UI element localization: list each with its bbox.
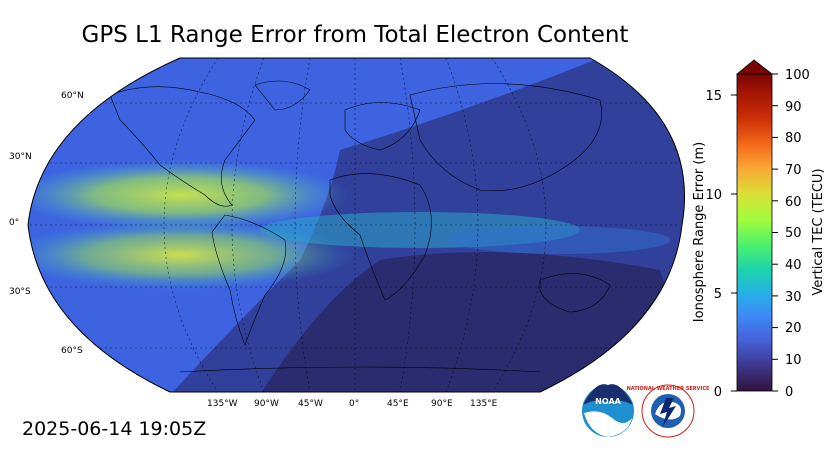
colorbar-extend-arrow: [735, 59, 774, 75]
right-tick-80: 80: [785, 131, 802, 146]
right-tick-100: 100: [785, 68, 810, 83]
lon-label-135e: 135°E: [470, 399, 498, 409]
globe-data-layer: [28, 58, 685, 392]
right-tick-70: 70: [785, 163, 802, 178]
lat-label-30s: 30°S: [9, 287, 31, 297]
coastlines: [109, 80, 611, 373]
right-tick-60: 60: [785, 195, 802, 210]
northern-anomaly-crest: [28, 160, 350, 230]
colorbar: [735, 59, 774, 392]
noaa-logo: NOAA: [582, 384, 634, 437]
nws-logo: NATIONAL WEATHER SERVICE: [627, 384, 710, 438]
colorbar-left-axis: 0 5 10 15 Ionosphere Range Error (m): [692, 89, 737, 400]
right-tick-90: 90: [785, 100, 802, 115]
right-tick-0: 0: [785, 385, 793, 400]
lon-label-45e: 45°E: [387, 399, 409, 409]
lon-label-0: 0°: [349, 399, 359, 409]
lon-label-135w: 135°W: [207, 399, 238, 409]
right-tick-20: 20: [785, 321, 802, 336]
lat-label-60s: 60°S: [61, 346, 83, 356]
right-tick-10: 10: [785, 353, 802, 368]
southern-anomaly-crest: [28, 220, 355, 290]
night-equatorial-band: [450, 226, 670, 254]
lon-label-90e: 90°E: [431, 399, 453, 409]
lon-label-45w: 45°W: [298, 399, 323, 409]
globe-outline: [27, 57, 686, 393]
lat-label-0: 0°: [9, 218, 19, 228]
timestamp: 2025-06-14 19:05Z: [22, 418, 207, 440]
left-tick-5: 5: [714, 287, 722, 302]
right-tick-30: 30: [785, 290, 802, 305]
lat-label-60n: 60°N: [61, 91, 84, 101]
left-tick-15: 15: [705, 89, 722, 104]
lon-label-90w: 90°W: [254, 399, 279, 409]
colorbar-right-axis: 0 10 20 30 40 50 60 70 80 90 100 Vertica…: [772, 68, 826, 400]
right-tick-40: 40: [785, 258, 802, 273]
noaa-logo-text: NOAA: [595, 397, 621, 406]
chart-title: GPS L1 Range Error from Total Electron C…: [81, 22, 629, 48]
left-tick-0: 0: [714, 385, 722, 400]
colorbar-gradient: [736, 73, 773, 392]
right-tick-50: 50: [785, 226, 802, 241]
nws-logo-text: NATIONAL WEATHER SERVICE: [627, 386, 710, 392]
lat-label-30n: 30°N: [9, 152, 32, 162]
graticule: [30, 58, 680, 392]
right-axis-label: Vertical TEC (TECU): [811, 168, 826, 295]
deep-night-region: [260, 252, 685, 392]
left-tick-10: 10: [705, 188, 722, 203]
left-axis-label: Ionosphere Range Error (m): [692, 142, 707, 322]
